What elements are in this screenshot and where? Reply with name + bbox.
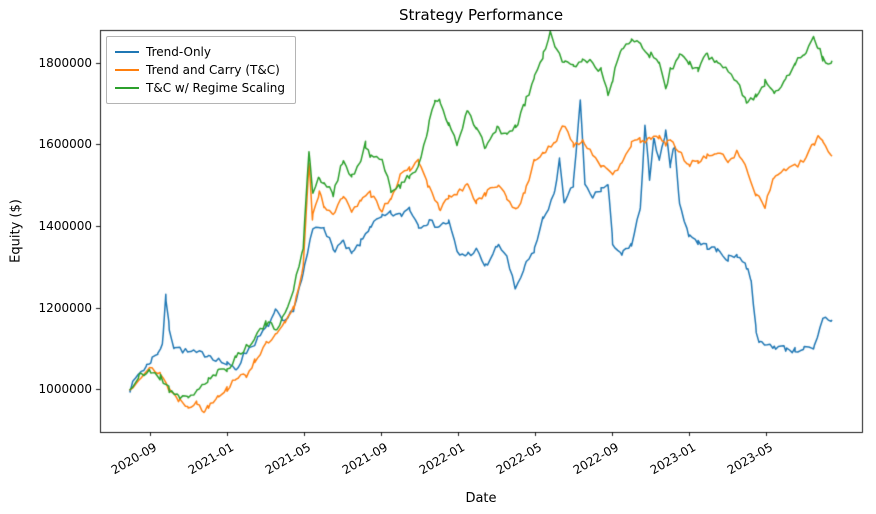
legend-line-swatch [115,69,139,71]
chart-title: Strategy Performance [398,6,564,24]
y-tick-label: 1800000 [38,55,92,70]
x-axis-label: Date [465,491,497,506]
legend-line-swatch [115,87,139,89]
legend-item-2: T&C w/ Regime Scaling [115,79,285,97]
legend-item-1: Trend and Carry (T&C) [115,61,285,79]
legend-item-0: Trend-Only [115,43,285,61]
y-tick-label: 1600000 [38,137,92,152]
y-axis-label: Equity ($) [8,199,24,263]
y-tick-label: 1000000 [38,382,92,397]
legend-label: T&C w/ Regime Scaling [146,81,286,95]
legend-label: Trend and Carry (T&C) [146,63,280,77]
legend-label: Trend-Only [146,45,211,59]
legend-line-swatch [115,51,139,53]
y-tick-label: 1400000 [38,218,92,233]
y-tick-label: 1200000 [38,300,92,315]
legend: Trend-Only Trend and Carry (T&C) T&C w/ Re… [106,36,297,104]
